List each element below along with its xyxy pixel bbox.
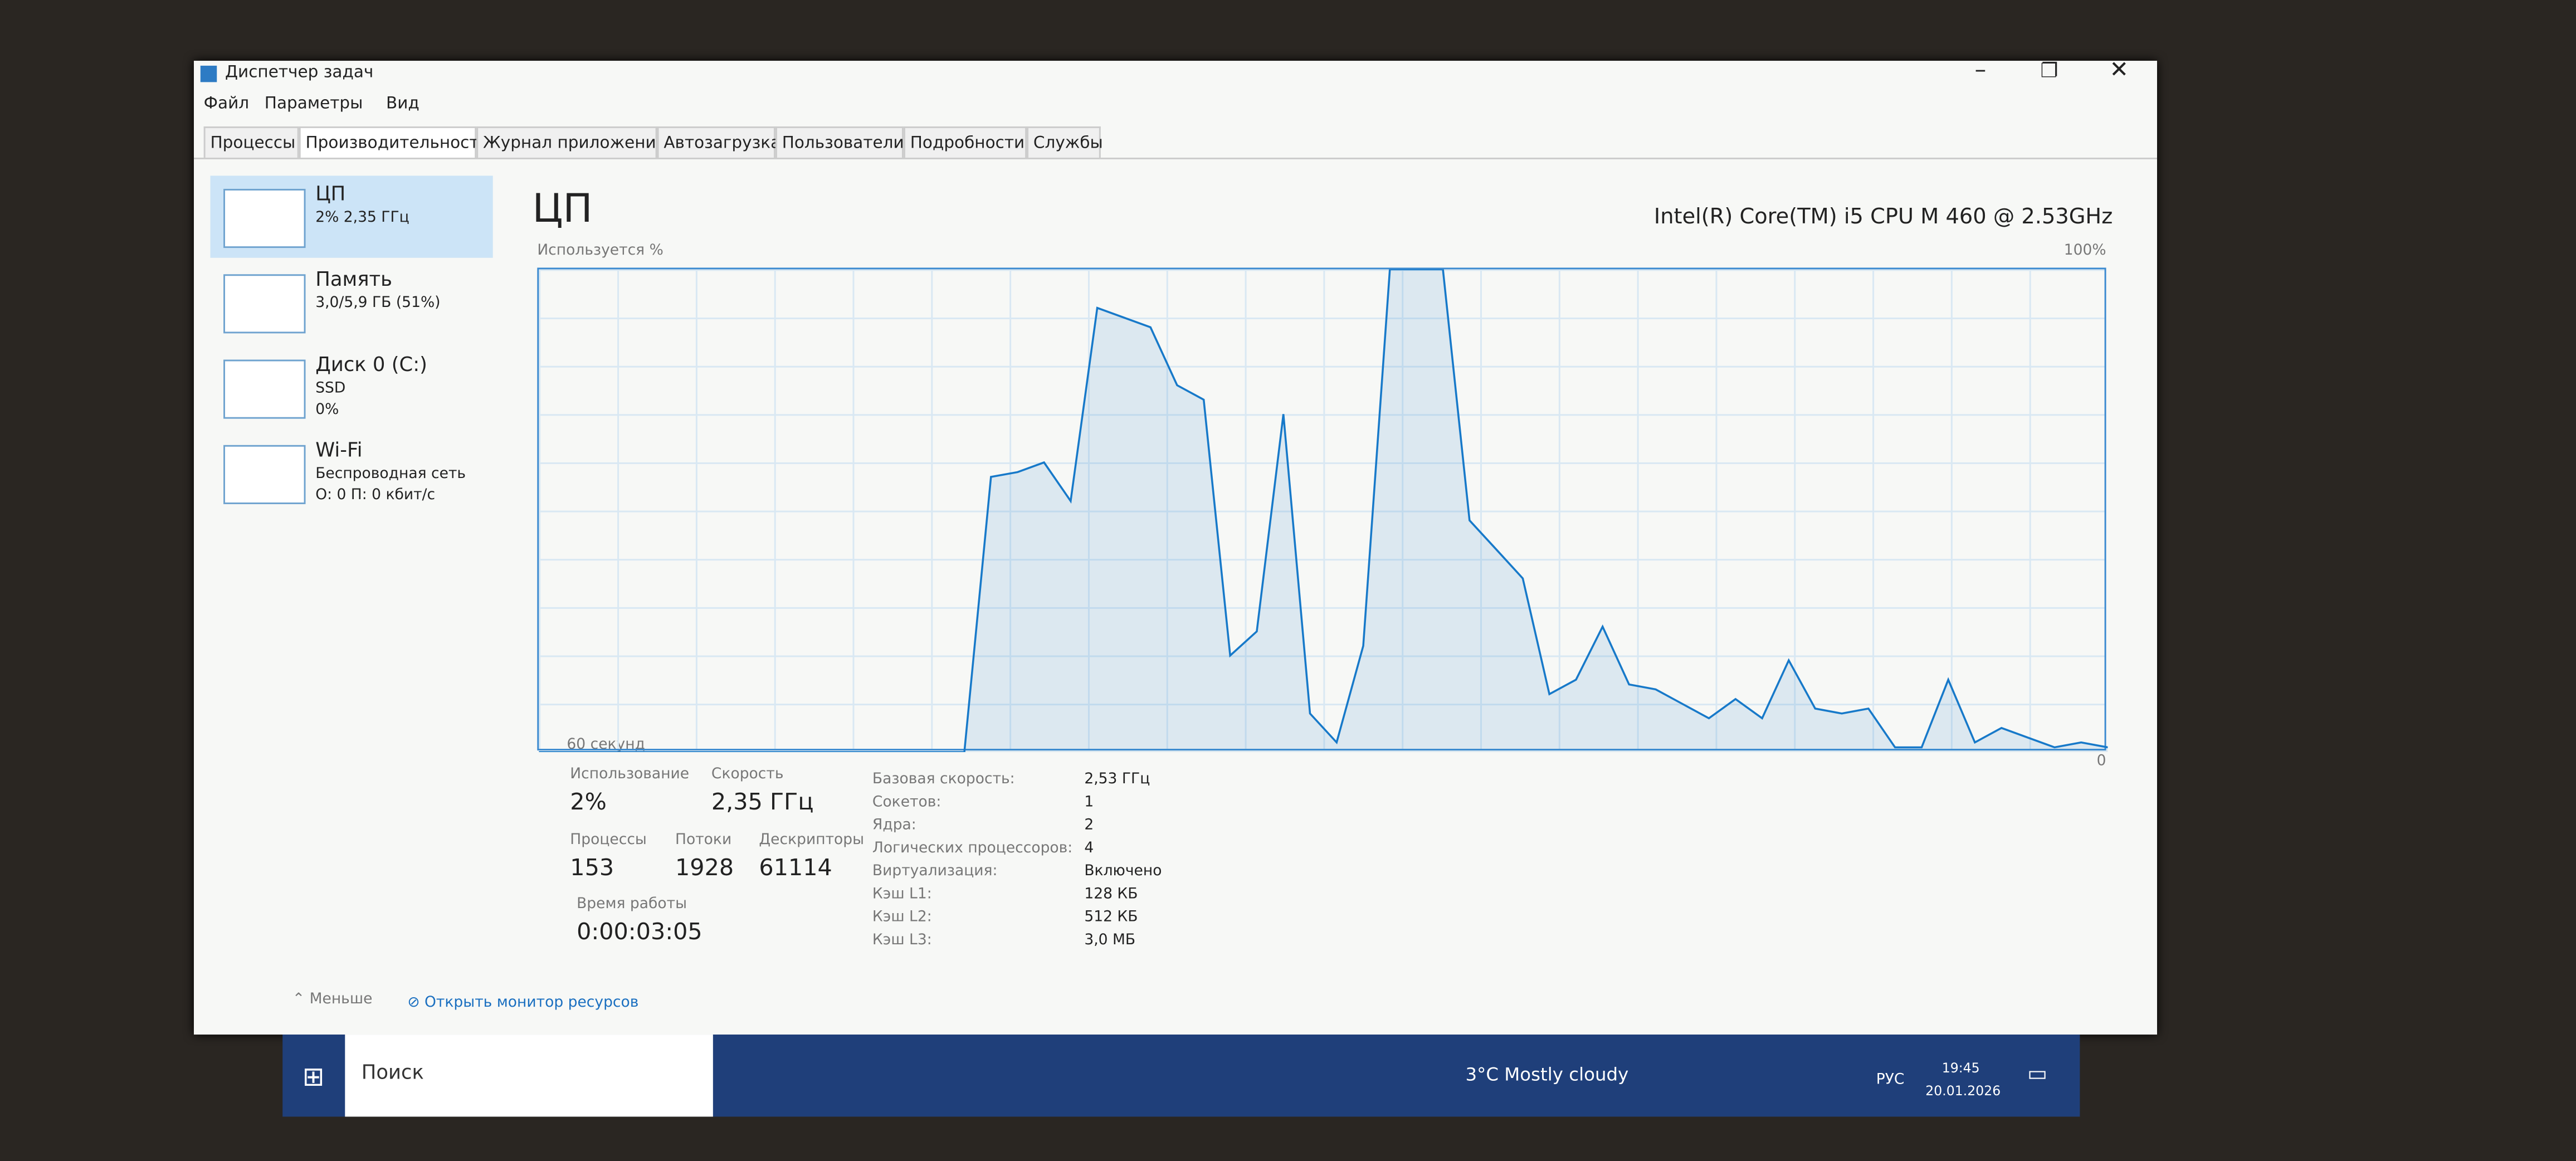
detail-label: Сокетов:: [872, 794, 941, 812]
detail-label: Базовая скорость:: [872, 772, 1015, 788]
maximize-button[interactable]: ❐: [2040, 59, 2058, 82]
notifications[interactable]: ▭: [2027, 1062, 2048, 1087]
tab[interactable]: Журнал приложений: [476, 126, 667, 158]
stat-value: 2%: [570, 789, 607, 816]
app-icon: [200, 65, 217, 82]
sidebar-name[interactable]: Память: [315, 267, 392, 291]
stat-value: 1928: [675, 855, 734, 882]
sidebar-item[interactable]: Память 3,0/5,9 ГБ (51%): [210, 261, 492, 343]
detail-value: 3,0 МБ: [1084, 933, 1136, 949]
sidebar-detail[interactable]: О: 0 П: 0 кбит/с: [315, 487, 436, 504]
stat-label: Использование: [570, 767, 690, 784]
close-button[interactable]: ✕: [2109, 57, 2129, 84]
fewer-details-link[interactable]: ⌃ Меньше: [292, 992, 373, 1008]
stat-label: Процессы: [570, 832, 647, 849]
sidebar-item[interactable]: Диск 0 (C:) SSD 0%: [210, 347, 492, 428]
sidebar-detail[interactable]: SSD: [315, 381, 346, 398]
weather[interactable]: 3°C Mostly cloudy: [1465, 1064, 1629, 1086]
fewer-details-text[interactable]: Меньше: [309, 992, 373, 1008]
detail-label: Ядра:: [872, 817, 916, 835]
detail-value: 2: [1084, 817, 1094, 835]
y-tick-label: 0: [2096, 753, 2106, 770]
stat-value: 2,35 ГГц: [711, 789, 814, 816]
stat-value: 153: [570, 855, 614, 882]
tab[interactable]: Процессы: [203, 126, 299, 158]
tab-divider: [193, 157, 2158, 159]
sidebar-name[interactable]: Wi-Fi: [315, 438, 363, 462]
sidebar-thumbnail: [223, 274, 306, 334]
detail-value: 4: [1084, 841, 1094, 857]
sidebar-detail[interactable]: 0%: [315, 402, 339, 419]
clock-date[interactable]: 20.01.2026: [1925, 1084, 2001, 1099]
sidebar-detail[interactable]: 3,0/5,9 ГБ (51%): [315, 295, 441, 313]
cpu-graph-plot: [539, 269, 2108, 753]
resource-monitor-link[interactable]: ⊘ Открыть монитор ресурсов: [407, 995, 639, 1012]
search-box[interactable]: Поиск: [345, 1035, 713, 1117]
sidebar-thumbnail: [223, 359, 306, 419]
language[interactable]: РУС: [1876, 1072, 1905, 1089]
stat-label: Потоки: [675, 832, 732, 849]
tab[interactable]: Подробности: [903, 126, 1027, 158]
stat-label: Время работы: [577, 896, 687, 913]
stat-label: Скорость: [711, 767, 784, 784]
detail-value: 1: [1084, 794, 1094, 812]
sidebar-detail[interactable]: 2% 2,35 ГГц: [315, 210, 409, 227]
sidebar-name[interactable]: ЦП: [315, 182, 346, 206]
tab[interactable]: Производительность: [299, 126, 489, 158]
detail-label: Виртуализация:: [872, 864, 998, 880]
taskbar: ⊞ Поиск 3°C Mostly cloudy РУС 19:45 20.0…: [282, 1035, 2080, 1117]
task-manager-window: Диспетчер задач – ❐ ✕ ЦП Intel(R) Core(T…: [193, 57, 2158, 1035]
detail-label: Логических процессоров:: [872, 841, 1073, 857]
cpu-line: [539, 269, 2108, 753]
start-button[interactable]: ⊞: [302, 1061, 325, 1092]
stat-label: Дескрипторы: [759, 832, 865, 849]
cpu-graph: [537, 267, 2108, 753]
stat-value: 0:00:03:05: [577, 919, 702, 946]
cpu-model: Intel(R) Core(TM) i5 CPU M 460 @ 2.53GHz: [1653, 205, 2113, 230]
y-tick-label: 100%: [2063, 243, 2106, 260]
cpu-area: [539, 269, 2108, 753]
window-title: Диспетчер задач: [225, 64, 374, 82]
menu-item[interactable]: Файл: [203, 95, 250, 114]
search-text[interactable]: Поиск: [361, 1061, 424, 1084]
sidebar-name[interactable]: Диск 0 (C:): [315, 353, 427, 377]
sidebar-item[interactable]: ЦП 2% 2,35 ГГц: [210, 175, 493, 258]
minimize-button[interactable]: –: [1974, 57, 1987, 84]
detail-value: Включено: [1084, 864, 1162, 880]
menu-item[interactable]: Параметры: [264, 95, 363, 114]
sidebar-detail[interactable]: Беспроводная сеть: [315, 466, 466, 483]
detail-label: Кэш L2:: [872, 910, 932, 926]
detail-value: 128 КБ: [1084, 886, 1138, 904]
section-title: ЦП: [532, 186, 593, 232]
clock-time[interactable]: 19:45: [1941, 1061, 1980, 1076]
detail-label: Кэш L3:: [872, 933, 932, 949]
sidebar-thumbnail: [223, 445, 306, 504]
tab[interactable]: Службы: [1027, 126, 1103, 158]
stat-value: 61114: [759, 855, 832, 882]
sidebar-item[interactable]: Wi-Fi Беспроводная сеть О: 0 П: 0 кбит/с: [210, 432, 492, 514]
menu-item[interactable]: Вид: [386, 95, 419, 114]
tab[interactable]: Пользователи: [775, 126, 904, 158]
tab[interactable]: Автозагрузка: [657, 126, 780, 158]
sidebar-thumbnail: [223, 188, 306, 248]
detail-value: 2,53 ГГц: [1084, 772, 1150, 788]
resource-monitor-text[interactable]: Открыть монитор ресурсов: [425, 995, 639, 1012]
y-axis-label: Используется %: [537, 243, 663, 260]
detail-value: 512 КБ: [1084, 910, 1138, 926]
detail-label: Кэш L1:: [872, 886, 932, 904]
